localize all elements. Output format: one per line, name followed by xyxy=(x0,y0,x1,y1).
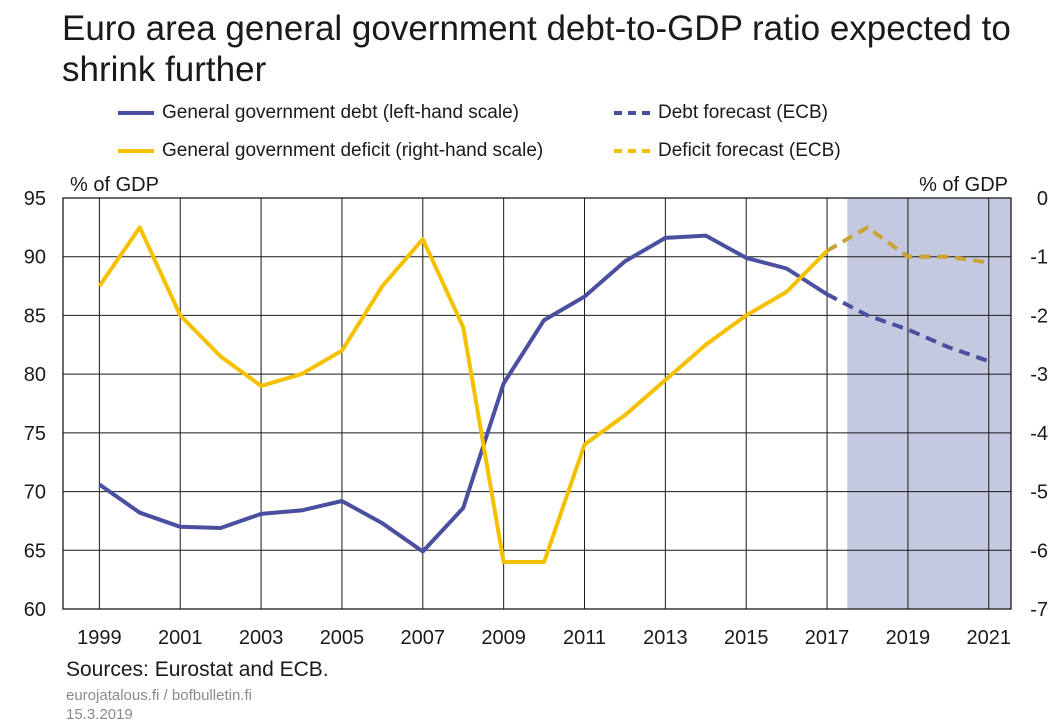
site-note: eurojatalous.fi / bofbulletin.fi xyxy=(66,687,252,704)
x-tick-label: 2021 xyxy=(967,627,1012,649)
x-tick-label: 2013 xyxy=(643,627,688,649)
sources-note: Sources: Eurostat and ECB. xyxy=(66,658,329,681)
y-left-axis-label: % of GDP xyxy=(70,174,159,196)
legend-item-deficit-forecast: Deficit forecast (ECB) xyxy=(614,140,841,162)
y-left-tick-label: 75 xyxy=(24,423,46,445)
x-tick-label: 2001 xyxy=(158,627,203,649)
x-tick-label: 2011 xyxy=(563,627,606,649)
x-tick-label: 2015 xyxy=(724,627,769,649)
date-note: 15.3.2019 xyxy=(66,706,133,723)
legend-swatch-debt xyxy=(118,111,154,115)
y-right-tick-label: -5 xyxy=(1030,482,1048,504)
y-left-tick-label: 95 xyxy=(24,188,46,210)
legend-label-deficit: General government deficit (right-hand s… xyxy=(162,140,544,161)
y-left-tick-label: 80 xyxy=(24,364,46,386)
series-line-3 xyxy=(97,225,829,564)
y-left-tick-label: 65 xyxy=(24,540,46,562)
y-right-tick-label: -3 xyxy=(1030,364,1048,386)
legend-item-debt-forecast: Debt forecast (ECB) xyxy=(614,102,828,124)
series-line-4 xyxy=(826,225,990,265)
legend-label-debt-forecast: Debt forecast (ECB) xyxy=(658,102,828,123)
x-tick-label: 2007 xyxy=(401,627,446,649)
x-tick-label: 2005 xyxy=(320,627,365,649)
series-line-2 xyxy=(826,292,990,364)
x-tick-label: 2009 xyxy=(481,627,526,649)
plot-frame xyxy=(62,197,1012,610)
chart-svg: 60 65 70 75 80 85 90 95 -7 -6 -5 -4 -3 -2 -1 0 1999 2001 2… xyxy=(24,174,1048,649)
x-tick-label: 2003 xyxy=(239,627,284,649)
legend-row-2: General government deficit (right-hand s… xyxy=(118,140,1018,164)
legend-swatch-debt-forecast xyxy=(614,111,650,115)
legend-label-debt: General government debt (left-hand scale… xyxy=(162,102,519,123)
x-tick-label: 1999 xyxy=(77,627,122,649)
y-right-tick-label: -2 xyxy=(1030,305,1048,327)
y-left-tick-label: 70 xyxy=(24,482,46,504)
x-tick-label: 2017 xyxy=(805,627,850,649)
y-right-tick-label: -6 xyxy=(1030,540,1048,562)
y-right-tick-label: -4 xyxy=(1030,423,1048,445)
y-left-tick-label: 60 xyxy=(24,599,46,621)
legend-row-1: General government debt (left-hand scale… xyxy=(118,102,1018,126)
y-left-tick-label: 90 xyxy=(24,247,46,269)
legend-item-debt: General government debt (left-hand scale… xyxy=(118,102,519,124)
series-line-1 xyxy=(98,233,829,554)
chart-title: Euro area general government debt-to-GDP… xyxy=(62,9,1011,89)
y-right-tick-label: -1 xyxy=(1030,247,1048,269)
legend-item-deficit: General government deficit (right-hand s… xyxy=(118,140,543,162)
legend-swatch-deficit-forecast xyxy=(614,149,650,153)
y-right-tick-label: -7 xyxy=(1030,599,1048,621)
y-left-tick-label: 85 xyxy=(24,305,46,327)
legend-swatch-deficit xyxy=(118,149,154,153)
x-tick-label: 2019 xyxy=(886,627,931,649)
legend-label-deficit-forecast: Deficit forecast (ECB) xyxy=(658,140,841,161)
y-right-axis-label: % of GDP xyxy=(919,174,1008,196)
y-right-tick-label: 0 xyxy=(1037,188,1048,210)
forecast-shade xyxy=(847,198,1011,609)
